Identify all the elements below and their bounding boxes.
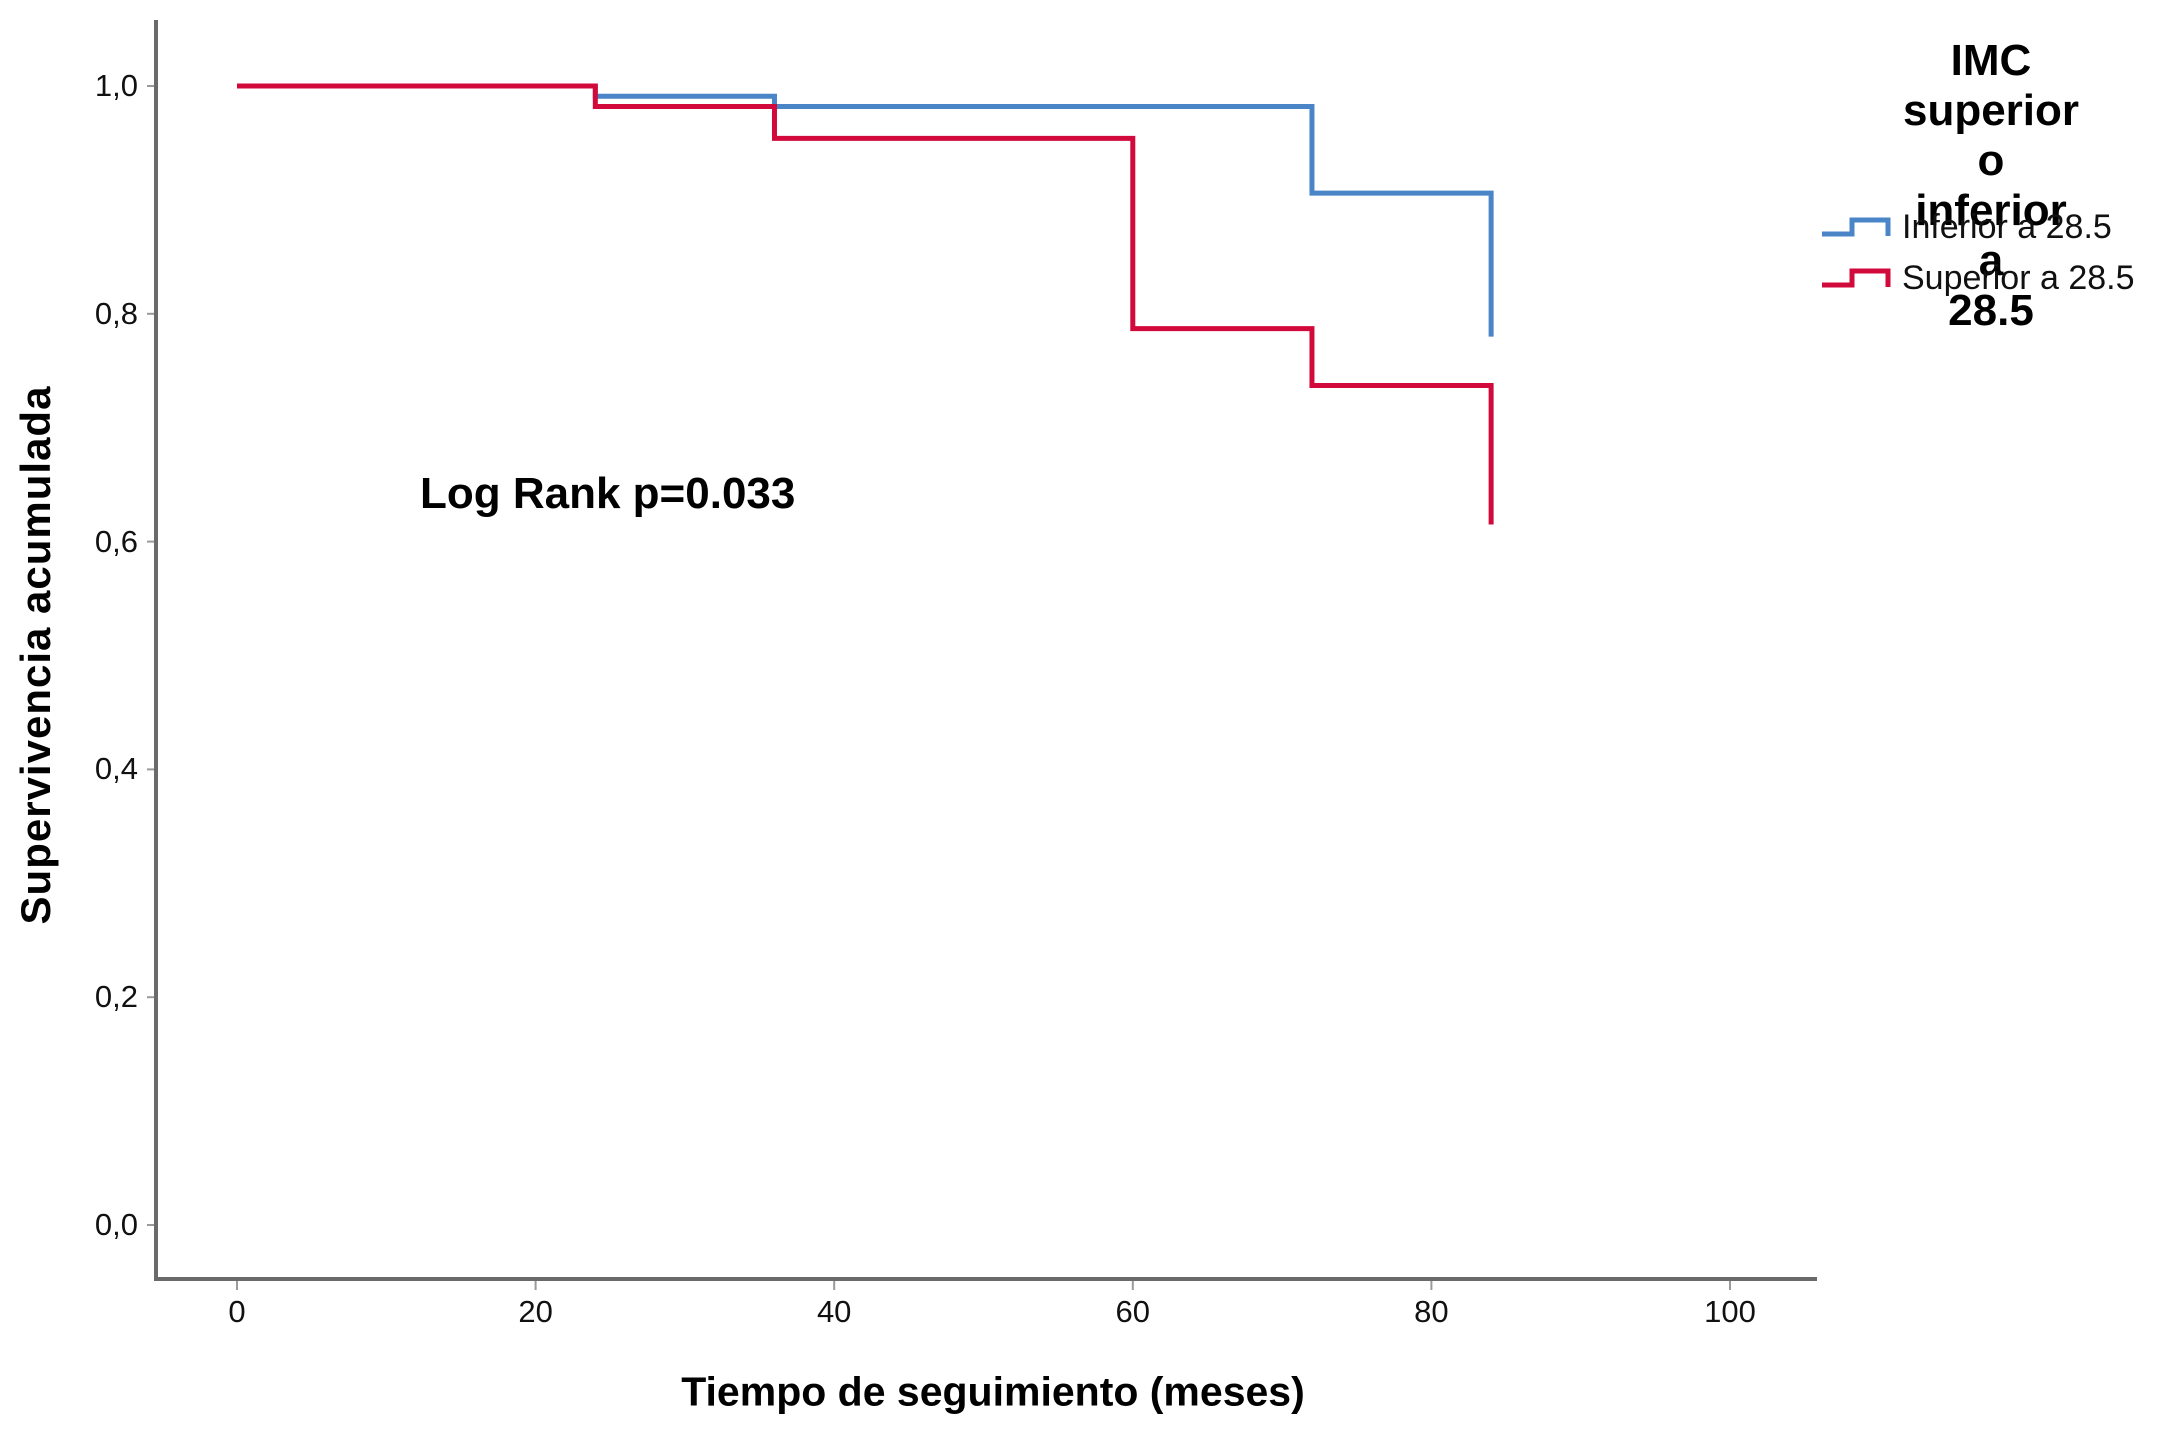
y-tick-label: 1,0 xyxy=(94,68,138,103)
legend: Inferior a 28.5 Superior a 28.5 xyxy=(1820,204,2135,306)
legend-label-superior: Superior a 28.5 xyxy=(1902,259,2135,297)
legend-item-inferior: Inferior a 28.5 xyxy=(1820,204,2135,250)
y-tick-label: 0,8 xyxy=(94,295,138,331)
y-axis-title: Supervivencia acumulada xyxy=(12,385,59,925)
axes xyxy=(154,20,1817,1281)
x-axis-title: Tiempo de seguimiento (meses) xyxy=(681,1368,1305,1415)
log-rank-annotation: Log Rank p=0.033 xyxy=(420,469,796,518)
y-tick-label: 0,6 xyxy=(94,523,138,559)
x-tick-label: 0 xyxy=(228,1294,246,1329)
legend-key-step-icon xyxy=(1822,217,1891,237)
x-tick-label: 80 xyxy=(1414,1294,1449,1329)
survival-curves xyxy=(237,83,1494,525)
legend-label-inferior: Inferior a 28.5 xyxy=(1902,208,2112,246)
curve-inferior-28-5 xyxy=(237,83,1494,337)
legend-key-step-icon xyxy=(1822,268,1891,288)
curve-superior-28-5 xyxy=(237,83,1494,525)
x-tick-label: 100 xyxy=(1704,1294,1756,1329)
legend-title: IMC superior o inferior a 28.5 xyxy=(1902,36,2080,335)
y-tick-label: 0,4 xyxy=(94,751,138,787)
y-tick-label: 0,2 xyxy=(94,979,138,1015)
x-tick-label: 20 xyxy=(518,1294,553,1329)
legend-item-superior: Superior a 28.5 xyxy=(1820,255,2135,301)
x-tick-label: 40 xyxy=(816,1294,852,1329)
y-tick-label: 0,0 xyxy=(94,1207,138,1242)
x-tick-label: 60 xyxy=(1115,1294,1151,1329)
tick-marks xyxy=(147,85,1731,1290)
